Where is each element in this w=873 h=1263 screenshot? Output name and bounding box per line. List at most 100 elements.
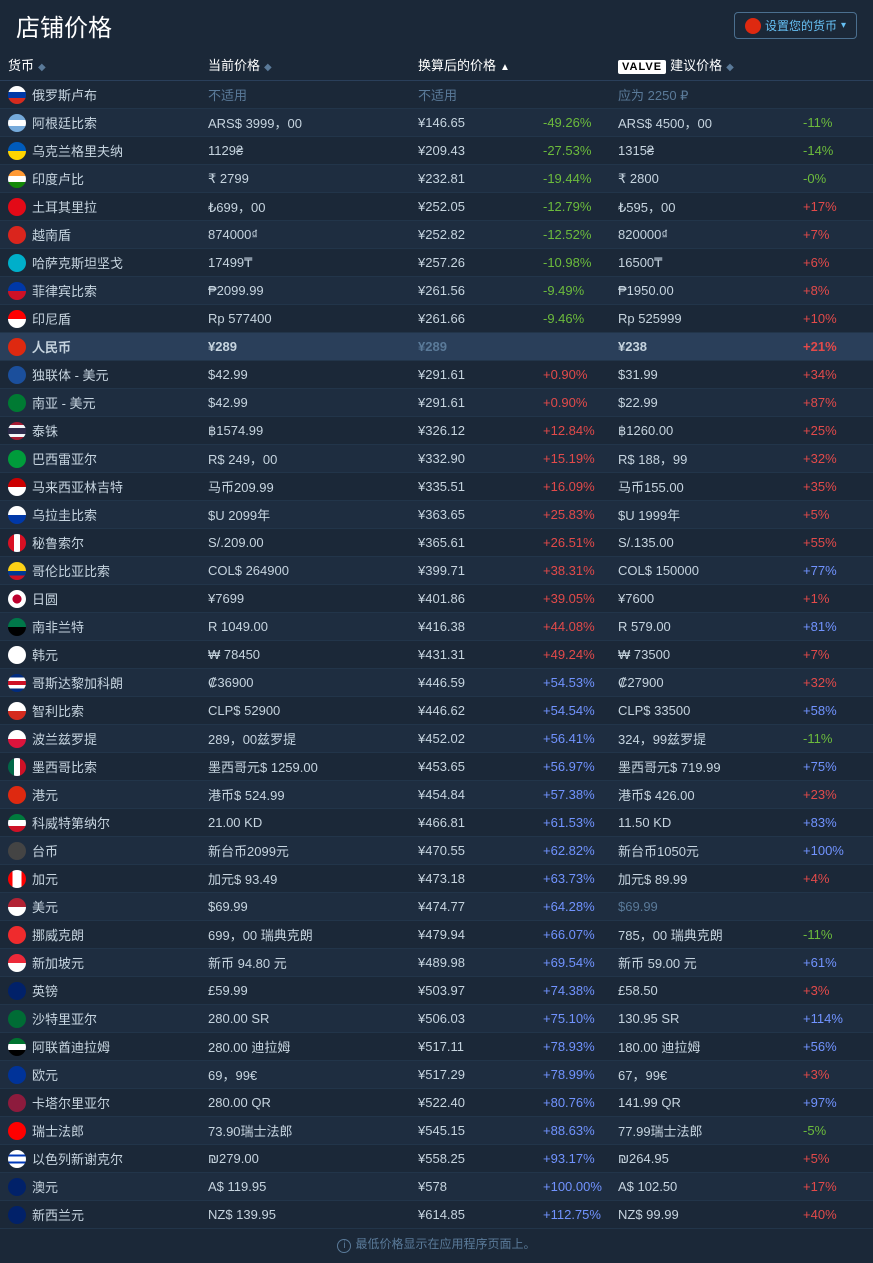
table-row[interactable]: 沙特里亚尔280.00 SR¥506.03+75.10%130.95 SR+11… bbox=[0, 1005, 873, 1033]
col-current[interactable]: 当前价格◆ bbox=[200, 49, 410, 81]
table-row[interactable]: 乌克兰格里夫纳1129₴¥209.43-27.53%1315₴-14% bbox=[0, 137, 873, 165]
suggested-price: £58.50 bbox=[610, 977, 795, 1005]
flag-icon bbox=[8, 1206, 26, 1224]
table-row[interactable]: 越南盾874000₫¥252.82-12.52%820000₫+7% bbox=[0, 221, 873, 249]
current-price: S/.209.00 bbox=[200, 529, 410, 557]
table-row[interactable]: 欧元69，99€¥517.29+78.99%67，99€+3% bbox=[0, 1061, 873, 1089]
suggested-pct: +100% bbox=[795, 837, 873, 865]
currency-cell: 印尼盾 bbox=[0, 305, 200, 333]
currency-name: 土耳其里拉 bbox=[32, 197, 97, 216]
currency-name: 瑞士法郎 bbox=[32, 1121, 84, 1140]
table-row[interactable]: 波兰兹罗提289，00兹罗提¥452.02+56.41%324，99兹罗提-11… bbox=[0, 725, 873, 753]
current-price: 墨西哥元$ 1259.00 bbox=[200, 753, 410, 781]
currency-cell: 南亚 - 美元 bbox=[0, 389, 200, 417]
sort-icon: ▲ bbox=[500, 62, 510, 73]
table-row[interactable]: 菲律宾比索₱2099.99¥261.56-9.49%₱1950.00+8% bbox=[0, 277, 873, 305]
currency-cell: 沙特里亚尔 bbox=[0, 1005, 200, 1033]
flag-icon bbox=[8, 1178, 26, 1196]
table-row[interactable]: 秘鲁索尔S/.209.00¥365.61+26.51%S/.135.00+55% bbox=[0, 529, 873, 557]
converted-pct: +54.54% bbox=[535, 697, 610, 725]
table-row[interactable]: 印度卢比₹ 2799¥232.81-19.44%₹ 2800-0% bbox=[0, 165, 873, 193]
table-row[interactable]: 智利比索CLP$ 52900¥446.62+54.54%CLP$ 33500+5… bbox=[0, 697, 873, 725]
table-row[interactable]: 台币新台币2099元¥470.55+62.82%新台币1050元+100% bbox=[0, 837, 873, 865]
current-price: 新币 94.80 元 bbox=[200, 949, 410, 977]
converted-pct: +74.38% bbox=[535, 977, 610, 1005]
converted-price: ¥446.62 bbox=[410, 697, 535, 725]
table-row[interactable]: 澳元A$ 119.95¥578+100.00%A$ 102.50+17% bbox=[0, 1173, 873, 1201]
table-row[interactable]: 英镑£59.99¥503.97+74.38%£58.50+3% bbox=[0, 977, 873, 1005]
converted-price: ¥416.38 bbox=[410, 613, 535, 641]
table-row[interactable]: 泰铢฿1574.99¥326.12+12.84%฿1260.00+25% bbox=[0, 417, 873, 445]
info-icon: i bbox=[337, 1239, 351, 1253]
table-row[interactable]: 人民币¥289¥289¥238+21% bbox=[0, 333, 873, 361]
table-row[interactable]: 墨西哥比索墨西哥元$ 1259.00¥453.65+56.97%墨西哥元$ 71… bbox=[0, 753, 873, 781]
col-currency[interactable]: 货币◆ bbox=[0, 49, 200, 81]
currency-name: 印度卢比 bbox=[32, 169, 84, 188]
converted-pct: +44.08% bbox=[535, 613, 610, 641]
converted-pct: +61.53% bbox=[535, 809, 610, 837]
converted-pct: +12.84% bbox=[535, 417, 610, 445]
table-row[interactable]: 加元加元$ 93.49¥473.18+63.73%加元$ 89.99+4% bbox=[0, 865, 873, 893]
table-row[interactable]: 挪威克朗699，00 瑞典克朗¥479.94+66.07%785，00 瑞典克朗… bbox=[0, 921, 873, 949]
table-row[interactable]: 哥斯达黎加科朗₡36900¥446.59+54.53%₡27900+32% bbox=[0, 669, 873, 697]
converted-pct: +39.05% bbox=[535, 585, 610, 613]
table-row[interactable]: 巴西雷亚尔R$ 249，00¥332.90+15.19%R$ 188，99+32… bbox=[0, 445, 873, 473]
suggested-pct: -11% bbox=[795, 725, 873, 753]
suggested-price: 67，99€ bbox=[610, 1061, 795, 1089]
table-row[interactable]: 美元$69.99¥474.77+64.28%$69.99 bbox=[0, 893, 873, 921]
converted-price: ¥431.31 bbox=[410, 641, 535, 669]
table-row[interactable]: 阿根廷比索ARS$ 3999，00¥146.65-49.26%ARS$ 4500… bbox=[0, 109, 873, 137]
converted-price: ¥446.59 bbox=[410, 669, 535, 697]
table-row[interactable]: 独联体 - 美元$42.99¥291.61+0.90%$31.99+34% bbox=[0, 361, 873, 389]
flag-icon bbox=[8, 870, 26, 888]
current-price: ₡36900 bbox=[200, 669, 410, 697]
table-row[interactable]: 卡塔尔里亚尔280.00 QR¥522.40+80.76%141.99 QR+9… bbox=[0, 1089, 873, 1117]
currency-name: 韩元 bbox=[32, 645, 58, 664]
suggested-pct: +32% bbox=[795, 445, 873, 473]
converted-price: ¥401.86 bbox=[410, 585, 535, 613]
table-row[interactable]: 印尼盾Rp 577400¥261.66-9.46%Rp 525999+10% bbox=[0, 305, 873, 333]
table-row[interactable]: 港元港币$ 524.99¥454.84+57.38%港币$ 426.00+23% bbox=[0, 781, 873, 809]
table-row[interactable]: 马来西亚林吉特马币209.99¥335.51+16.09%马币155.00+35… bbox=[0, 473, 873, 501]
table-row[interactable]: 阿联酋迪拉姆280.00 迪拉姆¥517.11+78.93%180.00 迪拉姆… bbox=[0, 1033, 873, 1061]
table-row[interactable]: 日圆¥7699¥401.86+39.05%¥7600+1% bbox=[0, 585, 873, 613]
currency-name: 越南盾 bbox=[32, 225, 71, 244]
set-currency-button[interactable]: 设置您的货币 ▾ bbox=[734, 12, 857, 39]
suggested-price: ₩ 73500 bbox=[610, 641, 795, 669]
converted-pct: +0.90% bbox=[535, 389, 610, 417]
current-price: 新台币2099元 bbox=[200, 837, 410, 865]
suggested-price: 港币$ 426.00 bbox=[610, 781, 795, 809]
suggested-pct: +35% bbox=[795, 473, 873, 501]
converted-pct: +16.09% bbox=[535, 473, 610, 501]
table-row[interactable]: 科威特第纳尔21.00 KD¥466.81+61.53%11.50 KD+83% bbox=[0, 809, 873, 837]
table-row[interactable]: 新加坡元新币 94.80 元¥489.98+69.54%新币 59.00 元+6… bbox=[0, 949, 873, 977]
table-row[interactable]: 哥伦比亚比索COL$ 264900¥399.71+38.31%COL$ 1500… bbox=[0, 557, 873, 585]
table-row[interactable]: 韩元₩ 78450¥431.31+49.24%₩ 73500+7% bbox=[0, 641, 873, 669]
col-suggested[interactable]: VALVE建议价格◆ bbox=[610, 49, 873, 81]
table-row[interactable]: 乌拉圭比索$U 2099年¥363.65+25.83%$U 1999年+5% bbox=[0, 501, 873, 529]
currency-name: 哈萨克斯坦坚戈 bbox=[32, 253, 123, 272]
col-converted[interactable]: 换算后的价格▲ bbox=[410, 49, 610, 81]
flag-icon bbox=[8, 338, 26, 356]
currency-cell: 新加坡元 bbox=[0, 949, 200, 977]
currency-name: 加元 bbox=[32, 869, 58, 888]
table-row[interactable]: 哈萨克斯坦坚戈17499₸¥257.26-10.98%16500₸+6% bbox=[0, 249, 873, 277]
current-price: R 1049.00 bbox=[200, 613, 410, 641]
currency-cell: 泰铢 bbox=[0, 417, 200, 445]
suggested-price: CLP$ 33500 bbox=[610, 697, 795, 725]
table-row[interactable]: 南亚 - 美元$42.99¥291.61+0.90%$22.99+87% bbox=[0, 389, 873, 417]
table-row[interactable]: 以色列新谢克尔₪279.00¥558.25+93.17%₪264.95+5% bbox=[0, 1145, 873, 1173]
table-row[interactable]: 南非兰特R 1049.00¥416.38+44.08%R 579.00+81% bbox=[0, 613, 873, 641]
current-price: ₱2099.99 bbox=[200, 277, 410, 305]
converted-pct: +78.99% bbox=[535, 1061, 610, 1089]
table-row[interactable]: 新西兰元NZ$ 139.95¥614.85+112.75%NZ$ 99.99+4… bbox=[0, 1201, 873, 1229]
current-price: £59.99 bbox=[200, 977, 410, 1005]
currency-name: 阿联酋迪拉姆 bbox=[32, 1037, 110, 1056]
table-row[interactable]: 瑞士法郎73.90瑞士法郎¥545.15+88.63%77.99瑞士法郎-5% bbox=[0, 1117, 873, 1145]
sort-icon: ◆ bbox=[264, 62, 272, 73]
currency-name: 泰铢 bbox=[32, 421, 58, 440]
current-price: ¥289 bbox=[200, 333, 410, 361]
table-row[interactable]: 俄罗斯卢布不适用不适用应为 2250 ₽ bbox=[0, 81, 873, 109]
page-title: 店铺价格 bbox=[16, 8, 112, 43]
table-row[interactable]: 土耳其里拉₺699，00¥252.05-12.79%₺595，00+17% bbox=[0, 193, 873, 221]
